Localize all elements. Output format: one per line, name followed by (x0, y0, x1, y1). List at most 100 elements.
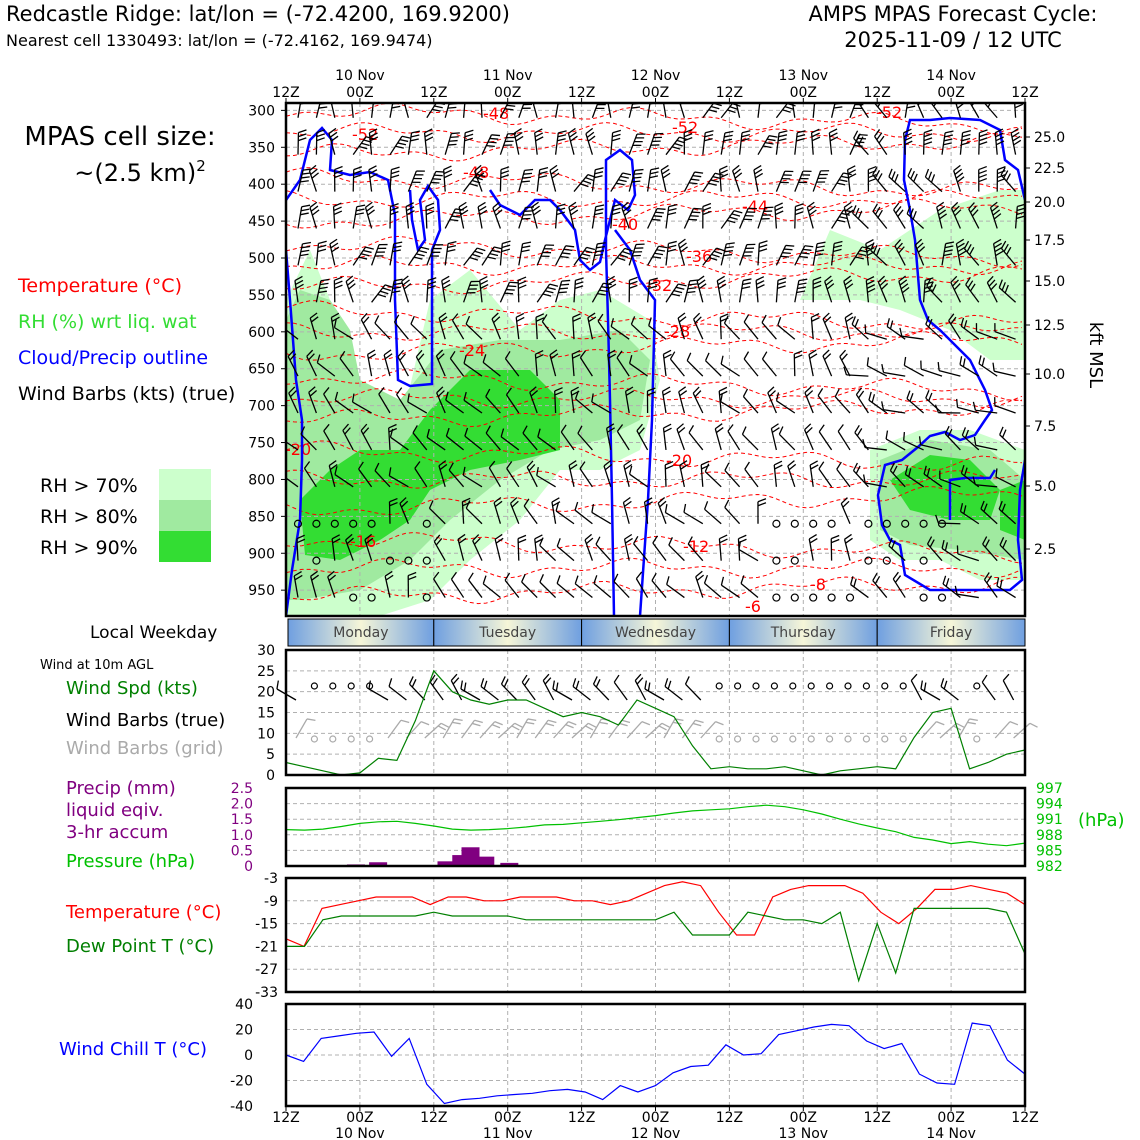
wind-barb-flag (673, 290, 683, 294)
wind-barb-flag (462, 497, 471, 503)
wind-barb-flag (703, 501, 709, 510)
wind-barb (692, 386, 704, 414)
weekday-cell (581, 618, 730, 647)
wind-barb-flag (968, 202, 975, 210)
wind-barb-flag (743, 351, 750, 360)
wind-barb (515, 312, 525, 340)
pressure-unit: (hPa) (1078, 810, 1125, 831)
wind-barb-flag (774, 202, 783, 208)
wind-barb-staff (757, 103, 762, 118)
wind-barb (836, 461, 851, 488)
wind-barb (591, 204, 605, 229)
wind-barb (534, 128, 544, 155)
wind-barb-staff (610, 325, 630, 340)
wind-barb-staff (704, 582, 722, 599)
wind-barb-flag (306, 349, 314, 357)
wind-barb-flag (556, 207, 566, 212)
wind-barb-flag (899, 327, 903, 337)
wind-barb-flag (521, 245, 531, 249)
wind-barb (716, 275, 727, 303)
wind-barb-flag (522, 214, 532, 216)
wind-barb-staff (994, 721, 1011, 739)
wind-barb-flag (950, 316, 957, 325)
wind-barb-flag (733, 210, 743, 214)
wind-barb-flag (992, 209, 1001, 216)
wind-barb-true (450, 673, 463, 701)
wind-barb-staff (904, 103, 910, 118)
wind-barb-flag (445, 391, 449, 401)
wind-barb-grid (994, 721, 1019, 739)
wind-barb (345, 275, 356, 303)
wind-barb (828, 128, 839, 155)
wind-barb-flag (952, 205, 960, 213)
wind-barb (286, 437, 299, 451)
pressure-tick-label: 988 (1036, 828, 1063, 844)
wind-barb-staff (920, 368, 943, 377)
wind-barb (309, 312, 319, 340)
wind-barb-flag (984, 539, 990, 548)
wind-barb-staff (761, 322, 777, 340)
wind-barb-staff (295, 718, 308, 739)
wind-barb-flag (440, 722, 450, 728)
wind-barb-flag (334, 391, 339, 401)
wind-barb-staff (812, 103, 816, 118)
wind-barb (804, 386, 814, 414)
altitude-tick-label: 15.0 (1034, 274, 1065, 290)
wind-barb-flag (777, 285, 786, 289)
wind-barb (787, 460, 797, 488)
temperature-panel: -3-9-15-21-27-33 (255, 871, 1027, 1001)
wind-barb-flag (365, 537, 374, 545)
wind-barb-flag (958, 250, 967, 257)
wind-barb-staff (975, 444, 998, 451)
wind-barb-staff (928, 103, 943, 119)
wind-barb-flag (705, 130, 714, 134)
wind-barb-flag (616, 350, 623, 359)
wind-barb-flag (755, 276, 765, 281)
wind-barb-flag (549, 164, 558, 171)
wind-barb-flag (727, 424, 734, 432)
wind-barb-flag (540, 255, 550, 258)
wind-barb-staff (646, 103, 652, 118)
wind-barb-flag (454, 718, 463, 721)
wind-barb-flag (542, 293, 552, 297)
wind-barb (852, 462, 869, 488)
wind-barb-flag (667, 211, 677, 216)
wind-barb-flag (539, 170, 548, 175)
wind-barb-flag (625, 390, 634, 396)
wind-barb-flag (513, 128, 522, 134)
wind-barb-flag (979, 133, 988, 138)
wind-barb-staff (921, 721, 937, 739)
wind-barb-flag (719, 534, 728, 540)
wind-barb-flag (908, 468, 912, 477)
wind-barb-flag (319, 282, 329, 286)
wind-barb-flag (523, 498, 530, 507)
wind-barb-flag (531, 201, 539, 208)
wind-barb (978, 165, 987, 192)
wind-barb-flag (298, 137, 307, 142)
wind-barb-flag (809, 537, 818, 544)
wind-barb (518, 206, 534, 229)
wind-barb-flag (433, 247, 442, 250)
wind-barb (647, 207, 666, 229)
wind-barb-flag (973, 436, 977, 446)
wind-barb-staff (315, 103, 323, 118)
wind-barb-flag (465, 315, 471, 325)
wind-barb-flag (868, 173, 877, 179)
wind-barb-flag (833, 244, 843, 249)
wind-barb-flag (358, 256, 368, 260)
wind-barb-flag (998, 500, 1003, 510)
wind-barb-staff (389, 475, 409, 488)
wind-barb-flag (644, 680, 647, 690)
wind-barb-flag (845, 283, 854, 290)
wind-barb (499, 240, 511, 266)
wind-barb-staff (700, 721, 717, 739)
wind-barb-flag (843, 201, 852, 208)
wind-barb-flag (447, 244, 457, 249)
wind-barb (718, 165, 729, 192)
wind-barb-true (480, 678, 499, 701)
wind-barb (584, 533, 594, 561)
wind-barb-staff (628, 103, 636, 118)
wind-barb (775, 277, 787, 303)
wind-barb-flag (310, 316, 319, 323)
wind-barb (623, 533, 633, 561)
